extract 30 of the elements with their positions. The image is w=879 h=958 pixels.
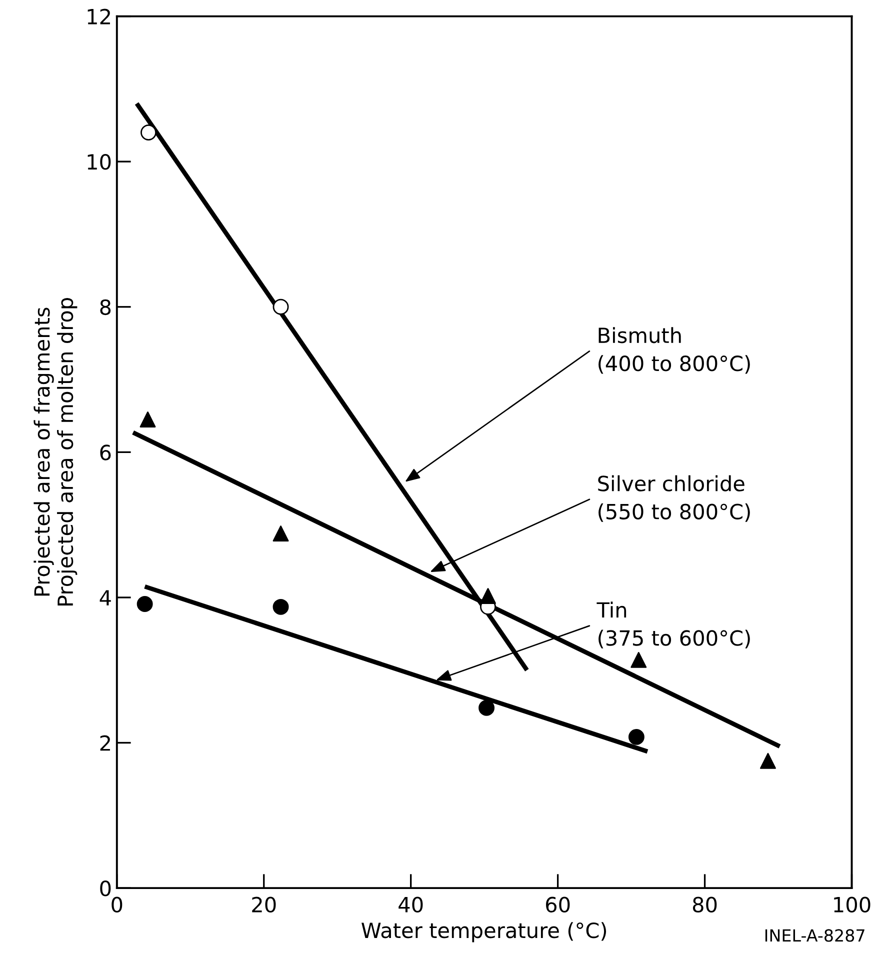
- x-axis-title: Water temperature (°C): [362, 922, 606, 942]
- y-tick-label: 12: [88, 8, 110, 24]
- annotation: Tin (375 to 600°C): [596, 602, 750, 648]
- point: [760, 752, 776, 769]
- y-tick-label: 4: [100, 590, 111, 606]
- point: [272, 298, 289, 315]
- point: [140, 412, 156, 428]
- x-tick-label: 0: [112, 896, 122, 913]
- point: [628, 728, 644, 745]
- y-tick-label: 0: [100, 880, 111, 896]
- point: [136, 596, 153, 612]
- point: [630, 652, 647, 668]
- x-tick-label: 20: [252, 896, 276, 913]
- point: [480, 588, 496, 604]
- y-tick-label: 6: [100, 444, 111, 460]
- x-tick-label: 60: [546, 896, 570, 913]
- point: [478, 700, 495, 716]
- y-tick-label: 8: [100, 299, 111, 316]
- point: [272, 526, 289, 542]
- y-axis-title: Projected area of fragments Projected area of molten drop: [34, 298, 78, 606]
- text: INEL-A-8287: [765, 929, 864, 942]
- point: [272, 598, 289, 615]
- x-tick-label: 40: [398, 896, 423, 913]
- annotation: Bismuth (400 to 800°C): [598, 327, 750, 374]
- y-tick-label: 10: [88, 154, 111, 170]
- y-tick-label: 2: [100, 735, 110, 751]
- annotation: Silver chloride (550 to 800°C): [598, 475, 750, 522]
- point: [140, 124, 156, 140]
- x-tick-label: 80: [692, 896, 717, 913]
- x-tick-label: 100: [834, 896, 870, 913]
